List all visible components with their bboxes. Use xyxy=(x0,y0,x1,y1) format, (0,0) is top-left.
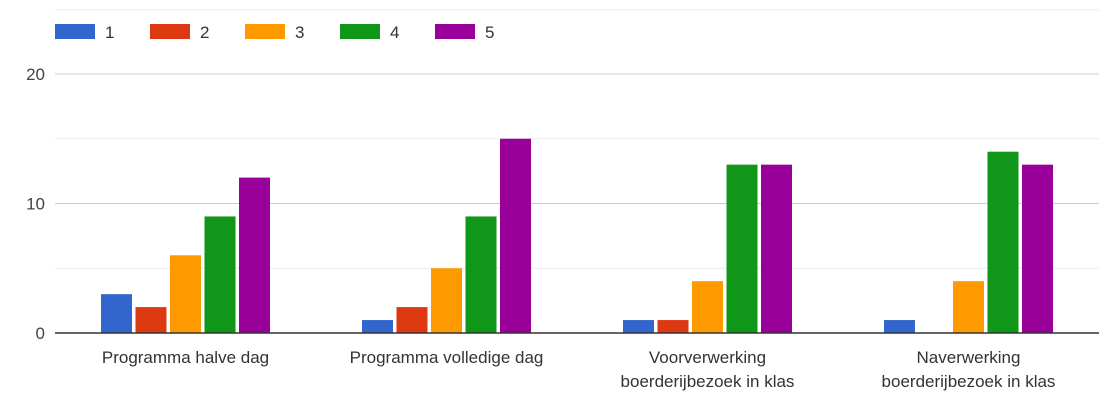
legend[interactable]: 1 2 3 4 5 xyxy=(55,23,494,42)
x-category-label: Voorverwerking boerderijbezoek in klas xyxy=(621,348,795,391)
legend-label: 2 xyxy=(200,23,209,42)
legend-label: 4 xyxy=(390,23,399,42)
legend-label: 1 xyxy=(105,23,114,42)
legend-item-5[interactable]: 5 xyxy=(435,23,494,42)
legend-swatch xyxy=(150,24,190,39)
legend-item-3[interactable]: 3 xyxy=(245,23,304,42)
bar-series-4[interactable] xyxy=(987,151,1019,333)
legend-label: 3 xyxy=(295,23,304,42)
bar-series-5[interactable] xyxy=(1022,164,1053,333)
bar-series-4[interactable] xyxy=(204,216,236,333)
gridlines xyxy=(55,9,1099,269)
x-category-label: Naverwerking boerderijbezoek in klas xyxy=(882,348,1056,391)
bar-series-1[interactable] xyxy=(623,320,654,333)
y-tick-label: 20 xyxy=(26,65,45,84)
bar-series-1[interactable] xyxy=(884,320,915,333)
legend-swatch xyxy=(435,24,475,39)
x-category-label: Programma halve dag xyxy=(102,348,269,367)
bar-series-2[interactable] xyxy=(657,320,689,333)
bar-series-3[interactable] xyxy=(953,281,984,333)
y-axis: 0 10 20 xyxy=(26,65,45,343)
y-tick-label: 0 xyxy=(36,324,45,343)
bar-series-2[interactable] xyxy=(135,307,167,333)
bar-series-5[interactable] xyxy=(761,164,792,333)
bar-series-5[interactable] xyxy=(239,177,270,333)
bar-series-3[interactable] xyxy=(170,255,201,333)
bar-series-4[interactable] xyxy=(465,216,497,333)
bar-series-2[interactable] xyxy=(396,307,428,333)
bar-series-3[interactable] xyxy=(692,281,723,333)
legend-swatch xyxy=(340,24,380,39)
bar-series-4[interactable] xyxy=(726,164,758,333)
legend-swatch xyxy=(55,24,95,39)
legend-item-2[interactable]: 2 xyxy=(150,23,209,42)
bars xyxy=(101,138,1053,333)
bar-series-1[interactable] xyxy=(362,320,393,333)
bar-series-3[interactable] xyxy=(431,268,462,333)
y-tick-label: 10 xyxy=(26,195,45,214)
bar-series-5[interactable] xyxy=(500,138,531,333)
legend-swatch xyxy=(245,24,285,39)
x-category-label: Programma volledige dag xyxy=(350,348,544,367)
x-axis: Programma halve dag Programma volledige d… xyxy=(102,348,1056,391)
bar-series-1[interactable] xyxy=(101,294,132,333)
legend-item-1[interactable]: 1 xyxy=(55,23,114,42)
legend-item-4[interactable]: 4 xyxy=(340,23,399,42)
legend-label: 5 xyxy=(485,23,494,42)
